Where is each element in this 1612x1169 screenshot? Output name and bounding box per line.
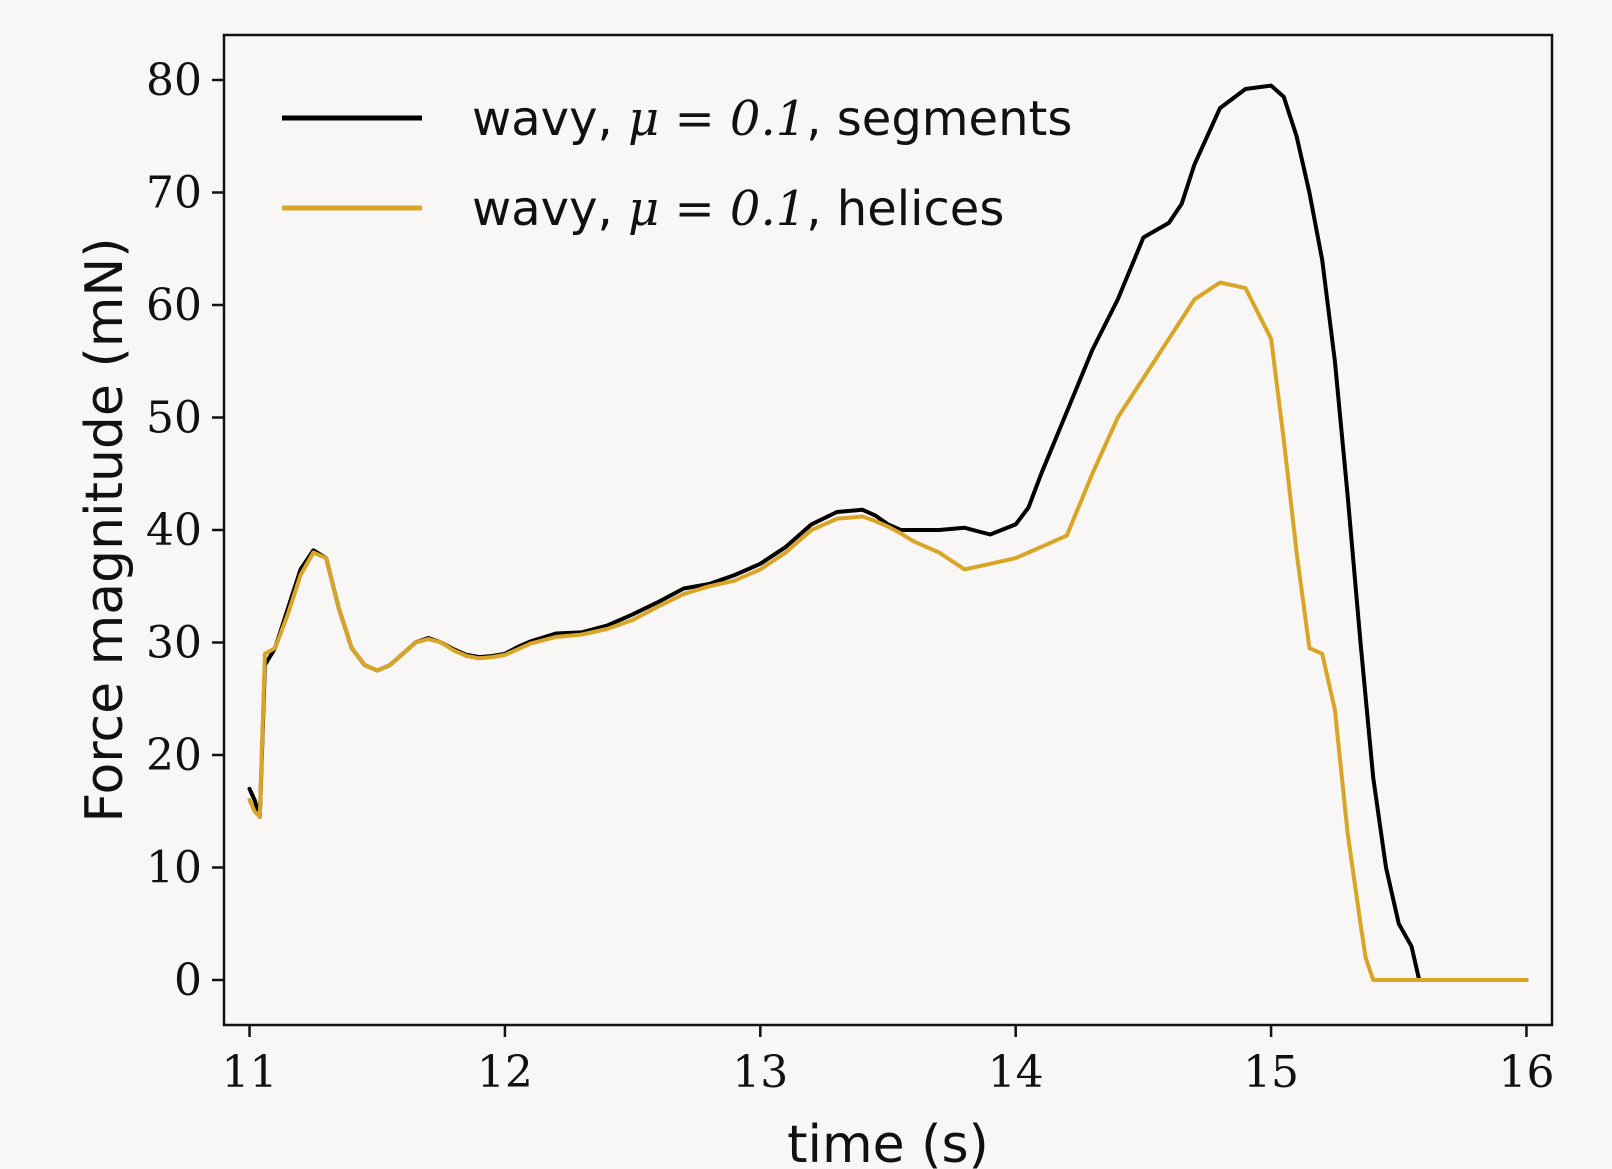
y-tick-label: 20 (146, 730, 202, 781)
legend-label-math: μ = 0.1 (628, 181, 806, 237)
x-tick-label: 12 (477, 1047, 533, 1098)
x-axis-title: time (s) (787, 1115, 989, 1169)
series-line-1 (247, 280, 1529, 982)
y-tick-label: 10 (146, 843, 202, 894)
y-tick-label: 0 (174, 955, 202, 1006)
legend-label-math: μ = 0.1 (628, 91, 806, 147)
x-tick-label: 11 (222, 1047, 278, 1098)
y-tick-label: 30 (146, 618, 202, 669)
series-layer (247, 83, 1529, 982)
legend-label-suffix: , segments (806, 91, 1072, 147)
legend-label-prefix: wavy, (472, 181, 628, 237)
y-tick-label: 80 (146, 55, 202, 106)
legend-label-0: wavy, μ = 0.1, segments (472, 91, 1072, 147)
x-axis: 11 12 13 14 15 16 (222, 1025, 1554, 1098)
y-tick-label: 50 (146, 393, 202, 444)
legend-label-suffix: , helices (806, 181, 1004, 237)
y-tick-label: 40 (146, 505, 202, 556)
y-axis-title: Force magnitude (mN) (75, 237, 135, 822)
y-tick-label: 70 (146, 168, 202, 219)
x-tick-label: 14 (988, 1047, 1044, 1098)
x-tick-label: 13 (732, 1047, 788, 1098)
legend-label-1: wavy, μ = 0.1, helices (472, 181, 1004, 237)
x-tick-label: 15 (1243, 1047, 1299, 1098)
y-tick-label: 60 (146, 280, 202, 331)
legend-label-prefix: wavy, (472, 91, 628, 147)
x-tick-label: 16 (1498, 1047, 1554, 1098)
y-axis: 0 10 20 30 40 50 60 70 80 (146, 55, 224, 1006)
